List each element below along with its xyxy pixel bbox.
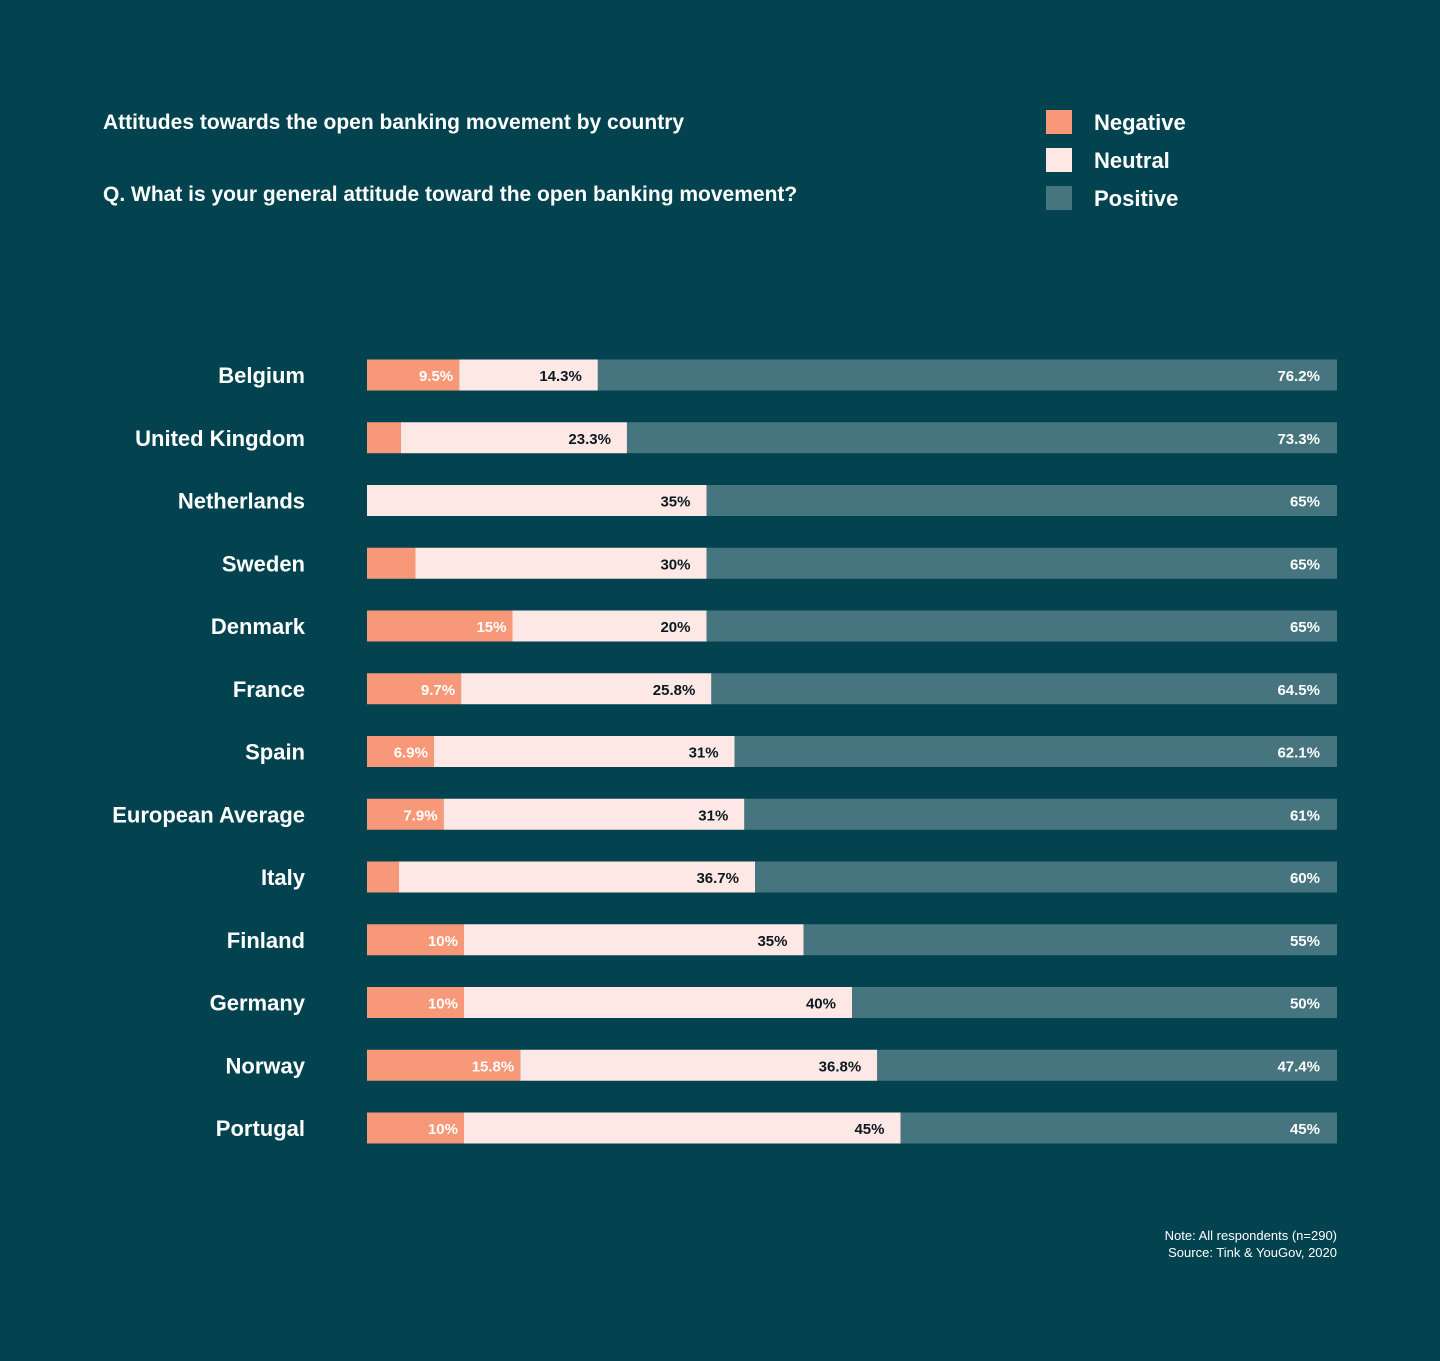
category-label-belgium: Belgium <box>218 363 305 388</box>
data-label-neutral-portugal: 45% <box>854 1121 884 1138</box>
legend-swatch-neutral <box>1046 148 1072 172</box>
bar-negative-denmark <box>367 610 513 642</box>
bar-negative-finland <box>367 924 464 956</box>
bar-positive-finland <box>803 924 1337 956</box>
bar-negative-belgium <box>367 359 460 391</box>
bar-negative-italy <box>367 861 400 893</box>
bar-neutral-belgium <box>459 359 598 391</box>
legend-swatch-positive <box>1046 186 1072 210</box>
chart-title: Attitudes towards the open banking movem… <box>103 111 685 134</box>
category-label-sweden: Sweden <box>222 551 305 576</box>
bar-negative-portugal <box>367 1112 464 1144</box>
bar-neutral-denmark <box>512 610 707 642</box>
bar-positive-belgium <box>597 359 1337 391</box>
bar-positive-italy <box>755 861 1337 893</box>
bar-positive-netherlands <box>706 485 1337 516</box>
data-label-positive-sweden: 65% <box>1290 556 1320 573</box>
data-label-negative-france: 9.7% <box>421 682 455 699</box>
data-label-positive-france: 64.5% <box>1277 682 1320 699</box>
bar-neutral-european-average <box>443 798 745 830</box>
bar-positive-european-average <box>744 798 1337 830</box>
bar-positive-denmark <box>706 610 1337 642</box>
category-label-united-kingdom: United Kingdom <box>135 426 305 451</box>
data-label-positive-germany: 50% <box>1290 996 1320 1013</box>
bar-positive-sweden <box>706 547 1337 579</box>
data-label-neutral-netherlands: 35% <box>660 494 690 511</box>
chart-subtitle: Q. What is your general attitude toward … <box>103 183 798 206</box>
data-label-neutral-spain: 31% <box>689 745 719 762</box>
data-label-negative-germany: 10% <box>428 996 458 1013</box>
chart-note: Note: All respondents (n=290) Source: Ti… <box>1165 1227 1337 1261</box>
data-label-positive-netherlands: 65% <box>1290 494 1320 511</box>
data-label-neutral-belgium: 14.3% <box>539 368 582 385</box>
category-label-portugal: Portugal <box>216 1116 305 1141</box>
data-label-neutral-sweden: 30% <box>660 556 690 573</box>
data-label-neutral-european-average: 31% <box>698 807 728 824</box>
bar-positive-spain <box>734 736 1337 767</box>
bar-neutral-norway <box>520 1049 878 1081</box>
data-label-neutral-norway: 36.8% <box>819 1058 862 1075</box>
bar-neutral-germany <box>464 987 852 1018</box>
note-text: Note: All respondents (n=290) <box>1164 1228 1337 1243</box>
data-label-positive-belgium: 76.2% <box>1277 368 1320 385</box>
bar-negative-france <box>367 673 462 705</box>
category-label-denmark: Denmark <box>211 614 306 639</box>
category-label-netherlands: Netherlands <box>178 489 305 514</box>
data-label-negative-belgium: 9.5% <box>419 368 453 385</box>
legend-swatch-negative <box>1046 110 1072 134</box>
data-label-positive-united-kingdom: 73.3% <box>1277 431 1320 448</box>
bar-negative-norway <box>367 1049 521 1081</box>
bar-negative-germany <box>367 987 464 1018</box>
category-label-finland: Finland <box>227 928 305 953</box>
data-label-negative-norway: 15.8% <box>472 1058 515 1075</box>
category-label-european-average: European Average <box>112 802 305 827</box>
data-label-neutral-finland: 35% <box>757 933 787 950</box>
data-label-positive-european-average: 61% <box>1290 807 1320 824</box>
category-label-italy: Italy <box>261 865 306 890</box>
bar-positive-germany <box>852 987 1337 1018</box>
data-label-neutral-france: 25.8% <box>653 682 696 699</box>
bar-neutral-sweden <box>415 547 707 579</box>
data-label-positive-spain: 62.1% <box>1277 745 1320 762</box>
bar-negative-european-average <box>367 798 444 830</box>
category-label-spain: Spain <box>245 740 305 765</box>
bar-positive-united-kingdom <box>626 422 1337 454</box>
category-label-france: France <box>233 677 305 702</box>
data-label-neutral-united-kingdom: 23.3% <box>568 431 611 448</box>
source-text: Source: Tink & YouGov, 2020 <box>1168 1245 1337 1260</box>
data-label-neutral-denmark: 20% <box>660 619 690 636</box>
bar-negative-sweden <box>367 547 416 579</box>
data-label-positive-denmark: 65% <box>1290 619 1320 636</box>
data-label-positive-finland: 55% <box>1290 933 1320 950</box>
data-label-neutral-italy: 36.7% <box>696 870 739 887</box>
data-label-positive-norway: 47.4% <box>1277 1058 1320 1075</box>
bar-neutral-france <box>461 673 712 705</box>
data-label-negative-denmark: 15% <box>476 619 506 636</box>
data-label-positive-portugal: 45% <box>1290 1121 1320 1138</box>
bar-positive-norway <box>877 1049 1337 1081</box>
bar-negative-united-kingdom <box>367 422 401 454</box>
bar-neutral-spain <box>433 736 735 767</box>
bar-positive-portugal <box>900 1112 1337 1144</box>
bar-positive-france <box>711 673 1337 705</box>
category-label-germany: Germany <box>210 991 306 1016</box>
data-label-negative-finland: 10% <box>428 933 458 950</box>
legend-label-positive: Positive <box>1094 186 1179 211</box>
legend-label-negative: Negative <box>1094 110 1186 135</box>
bar-neutral-italy <box>399 861 755 893</box>
bar-negative-spain <box>367 736 434 767</box>
bar-neutral-netherlands <box>367 485 707 516</box>
data-label-negative-portugal: 10% <box>428 1121 458 1138</box>
data-label-negative-spain: 6.9% <box>394 745 428 762</box>
data-label-negative-european-average: 7.9% <box>403 807 437 824</box>
bar-neutral-portugal <box>464 1112 901 1144</box>
data-label-positive-italy: 60% <box>1290 870 1320 887</box>
bar-neutral-finland <box>464 924 804 956</box>
bar-neutral-united-kingdom <box>400 422 627 454</box>
category-label-norway: Norway <box>226 1053 306 1078</box>
legend-label-neutral: Neutral <box>1094 148 1170 173</box>
data-label-neutral-germany: 40% <box>806 996 836 1013</box>
